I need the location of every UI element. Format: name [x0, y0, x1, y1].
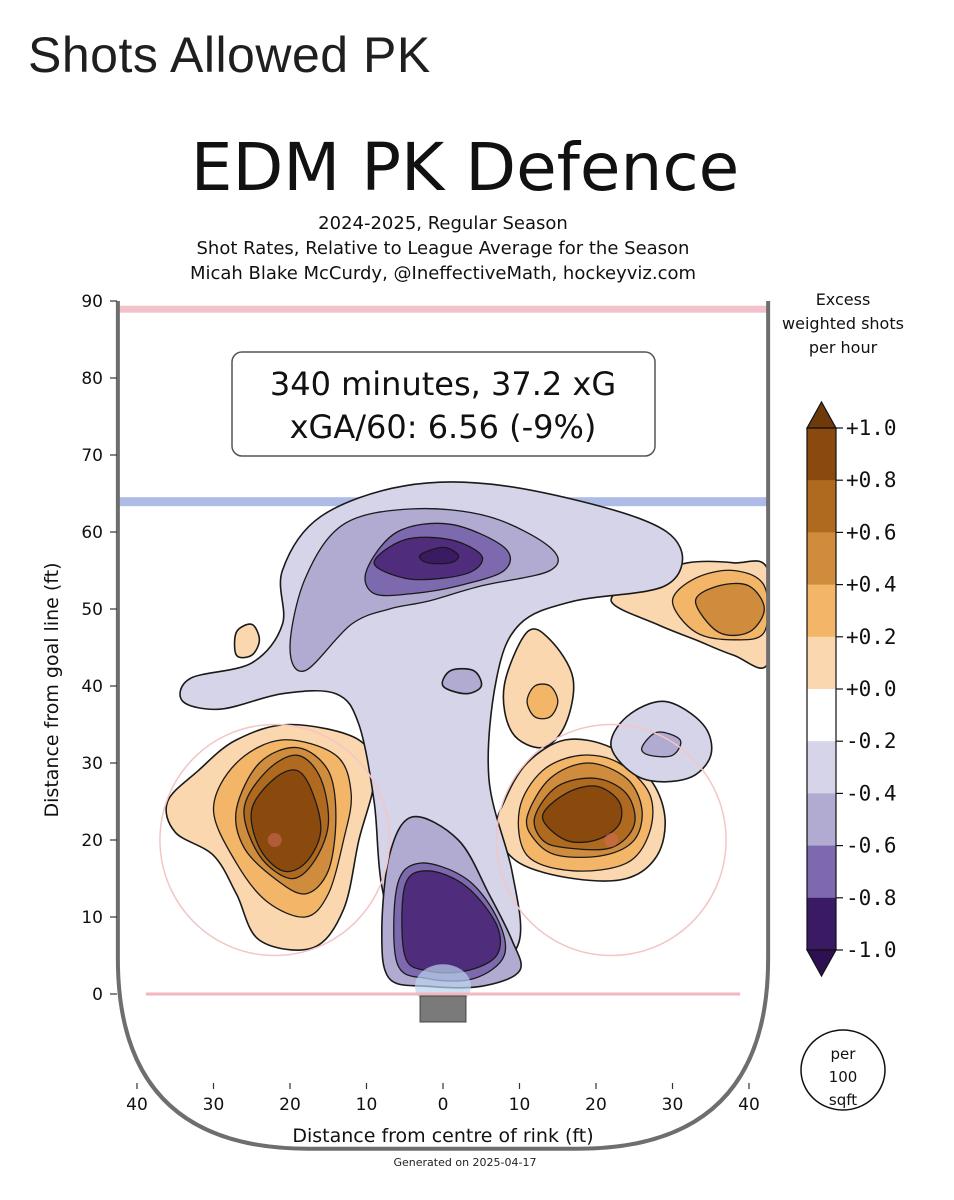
- y-tick-label: 70: [81, 446, 103, 466]
- faceoff-dot-left: [267, 833, 282, 847]
- x-tick-label: 20: [279, 1095, 301, 1115]
- colorbar-band: [807, 532, 836, 586]
- colorbar-bottom-cap: [805, 949, 838, 978]
- colorbar-tick-label: +0.0: [846, 677, 897, 701]
- colorbar-band: [807, 845, 836, 899]
- faceoff-circle-left: [159, 723, 391, 957]
- faceoff-circle-right: [495, 723, 727, 957]
- chart-subtitle-1: 2024-2025, Regular Season: [318, 213, 568, 234]
- net: [419, 995, 467, 1023]
- colorbar-tick-label: +0.2: [846, 625, 897, 649]
- colorbar-band: [807, 636, 836, 690]
- x-tick-label: 40: [126, 1095, 148, 1115]
- units-badge-line-2: 100: [829, 1068, 858, 1086]
- contour-net-front-cold-2: [401, 870, 502, 974]
- rink-boards: [115, 301, 771, 1151]
- region-high-slot-cold: [179, 481, 684, 980]
- y-tick-label: 30: [81, 754, 103, 774]
- contour-regions: [165, 481, 769, 1009]
- faceoff-dot-right: [604, 833, 619, 847]
- x-tick-label: 30: [662, 1095, 684, 1115]
- y-tick-label: 10: [81, 908, 103, 928]
- top-red-line: [117, 305, 769, 313]
- colorbar-title-1: Excess: [816, 290, 871, 309]
- contour-high-slot-cold-4: [418, 546, 460, 565]
- chart-subtitle-3: Micah Blake McCurdy, @IneffectiveMath, h…: [190, 263, 696, 284]
- colorbar-tick-label: +1.0: [846, 416, 897, 440]
- chart-title: EDM PK Defence: [191, 129, 740, 206]
- units-badge: per 100 sqft: [800, 1029, 886, 1111]
- colorbar-tick-label: +0.8: [846, 468, 897, 492]
- region-mid-slot-small-cold: [441, 667, 483, 695]
- x-tick-label: 30: [203, 1095, 225, 1115]
- footer-generated: Generated on 2025-04-17: [394, 1156, 537, 1169]
- colorbar-band: [807, 428, 836, 481]
- colorbar-tick-label: +0.6: [846, 520, 897, 544]
- y-tick-label: 60: [81, 523, 103, 543]
- colorbar-top-cap: [805, 400, 838, 429]
- chart-subtitle-2: Shot Rates, Relative to League Average f…: [197, 238, 690, 259]
- annotation-line-2: xGA/60: 6.56 (-9%): [290, 408, 597, 446]
- rink-overlay: [115, 301, 771, 1151]
- colorbar-bands: [805, 400, 838, 978]
- colorbar-band: [807, 689, 836, 742]
- units-badge-circle: [800, 1029, 886, 1111]
- x-tick-label: 20: [585, 1095, 607, 1115]
- units-badge-line-3: sqft: [829, 1091, 857, 1109]
- y-tick-label: 80: [81, 369, 103, 389]
- colorbar-tick-label: -0.2: [846, 729, 897, 753]
- region-left-small-hot: [233, 623, 261, 659]
- x-tick-label: 10: [509, 1095, 531, 1115]
- colorbar-band: [807, 741, 836, 794]
- contour-right-circle-top-hot-1: [526, 683, 559, 720]
- x-tick-label: 0: [438, 1095, 449, 1115]
- annotation-box: 340 minutes, 37.2 xG xGA/60: 6.56 (-9%): [231, 351, 656, 457]
- contour-right-slot-hot-4: [541, 785, 623, 844]
- y-tick-label: 90: [81, 292, 103, 312]
- colorbar-tick-label: -0.8: [846, 886, 897, 910]
- y-tick-label: 40: [81, 677, 103, 697]
- x-axis-label: Distance from centre of rink (ft): [292, 1125, 593, 1147]
- x-tick-label: 40: [738, 1095, 760, 1115]
- colorbar-title-2: weighted shots: [782, 314, 904, 333]
- colorbar-tick-label: -1.0: [846, 938, 897, 962]
- colorbar-tick-label: +0.4: [846, 573, 897, 597]
- colorbar: Excess weighted shots per hour +1.0+0.8+…: [782, 290, 904, 1111]
- contour-right-point-hot-2: [694, 582, 765, 637]
- annotation-line-1: 340 minutes, 37.2 xG: [270, 365, 616, 403]
- colorbar-title-3: per hour: [809, 338, 878, 357]
- x-axis-ticks: 40 30 20 10 0 10 20 30 40: [126, 1083, 760, 1115]
- region-right-circle-cold: [610, 700, 713, 783]
- region-right-circle-top-hot: [502, 628, 575, 749]
- x-tick-label: 10: [356, 1095, 378, 1115]
- y-tick-label: 20: [81, 831, 103, 851]
- units-badge-line-1: per: [831, 1045, 857, 1063]
- y-tick-label: 50: [81, 600, 103, 620]
- post-title: Shots Allowed PK: [28, 27, 431, 83]
- chart-title-group: EDM PK Defence 2024-2025, Regular Season…: [190, 129, 739, 284]
- colorbar-band: [807, 480, 836, 533]
- colorbar-band: [807, 584, 836, 638]
- colorbar-band: [807, 897, 836, 951]
- contour-left-small-hot-0: [233, 623, 261, 659]
- region-net-front-cold: [380, 815, 522, 989]
- colorbar-tick-label: -0.4: [846, 781, 897, 805]
- y-axis-label: Distance from goal line (ft): [41, 563, 63, 818]
- annotation-box-frame: [231, 351, 656, 457]
- colorbar-tick-label: -0.6: [846, 834, 897, 858]
- plot-area: [115, 301, 771, 1151]
- region-right-slot-hot: [495, 738, 666, 882]
- axes: 40 30 20 10 0 10 20 30 40 0 10 20 30 40 50 60 70 80 90 Di…: [41, 292, 760, 1169]
- contour-mid-slot-small-cold-0: [441, 667, 483, 695]
- colorbar-ticks: +1.0 +0.8 +0.6 +0.4 +0.2 +0.0 -0.2 -0.4 -0.6 -0.8…: [836, 416, 897, 962]
- colorbar-band: [807, 793, 836, 847]
- y-axis-ticks: 0 10 20 30 40 50 60 70 80 90: [81, 292, 117, 1005]
- y-tick-label: 0: [92, 985, 103, 1005]
- contour-left-slot-hot-4: [250, 769, 322, 873]
